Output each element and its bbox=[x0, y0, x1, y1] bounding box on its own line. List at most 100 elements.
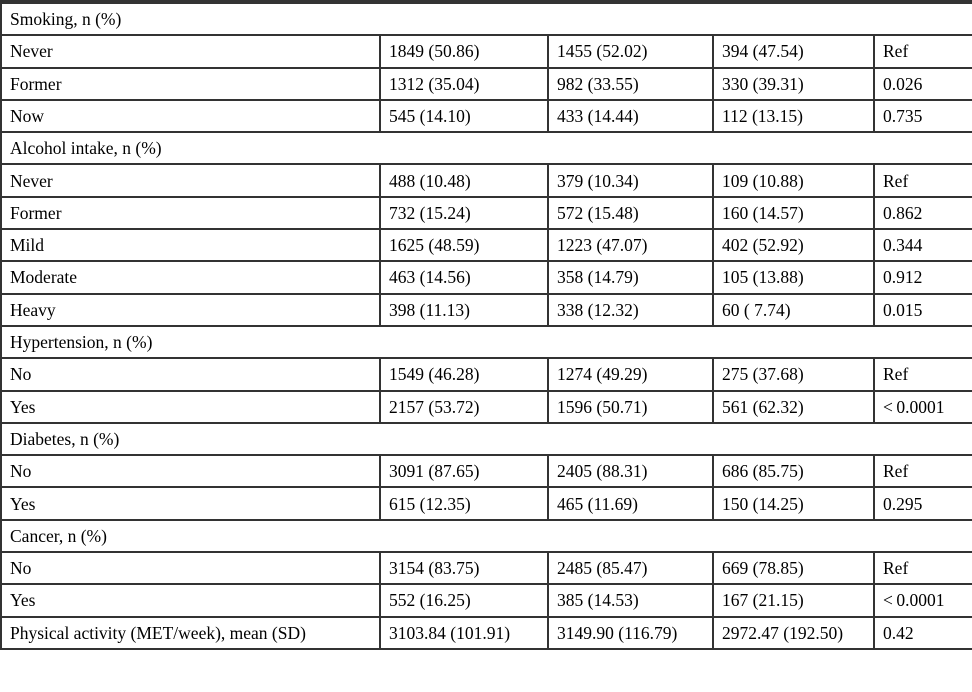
table-row: Now 545 (14.10) 433 (14.44) 112 (13.15) 0.73… bbox=[0, 98, 972, 134]
section-label: Diabetes, n (%) bbox=[0, 421, 972, 457]
row-label: Never bbox=[0, 163, 381, 198]
table-row: Mild 1625 (48.59) 1223 (47.07) 402 (52.92) 0… bbox=[0, 228, 972, 263]
row-label: Physical activity (MET/week), mean (SD) bbox=[0, 615, 381, 650]
section-row: Alcohol intake, n (%) bbox=[0, 131, 972, 166]
value-cell: 488 (10.48) bbox=[379, 163, 549, 198]
row-label: Heavy bbox=[0, 292, 381, 327]
characteristics-table: Smoking, n (%) Never 1849 (50.86) 1455 (52.… bbox=[0, 0, 972, 650]
row-label: Yes bbox=[0, 486, 381, 521]
p-value-cell: 0.026 bbox=[873, 66, 972, 101]
value-cell: 3149.90 (116.79) bbox=[547, 615, 714, 650]
table-row: Heavy 398 (11.13) 338 (12.32) 60 ( 7.74) 0.0… bbox=[0, 292, 972, 327]
p-value-cell: 0.912 bbox=[873, 260, 972, 295]
value-cell: 1625 (48.59) bbox=[379, 228, 549, 263]
row-label: Yes bbox=[0, 583, 381, 618]
value-cell: 3154 (83.75) bbox=[379, 551, 549, 586]
section-row: Diabetes, n (%) bbox=[0, 421, 972, 457]
p-value-cell: 0.295 bbox=[873, 486, 972, 521]
p-value-cell: 0.344 bbox=[873, 228, 972, 263]
value-cell: 167 (21.15) bbox=[712, 583, 875, 618]
cropped-cell bbox=[547, 0, 714, 4]
value-cell: 433 (14.44) bbox=[547, 98, 714, 134]
table-body: Smoking, n (%) Never 1849 (50.86) 1455 (52.… bbox=[0, 0, 972, 650]
table-row: Former 1312 (35.04) 982 (33.55) 330 (39.31)… bbox=[0, 66, 972, 101]
table-row: No 1549 (46.28) 1274 (49.29) 275 (37.68) Ref bbox=[0, 357, 972, 392]
value-cell: 1549 (46.28) bbox=[379, 357, 549, 392]
p-value-cell: 0.735 bbox=[873, 98, 972, 134]
section-row: Cancer, n (%) bbox=[0, 518, 972, 554]
value-cell: 572 (15.48) bbox=[547, 195, 714, 231]
value-cell: 394 (47.54) bbox=[712, 34, 875, 69]
cropped-cell bbox=[712, 0, 875, 4]
value-cell: 686 (85.75) bbox=[712, 454, 875, 489]
p-value-cell: < 0.0001 bbox=[873, 583, 972, 618]
value-cell: 3103.84 (101.91) bbox=[379, 615, 549, 650]
section-label: Smoking, n (%) bbox=[0, 1, 972, 37]
value-cell: 2485 (85.47) bbox=[547, 551, 714, 586]
section-label: Cancer, n (%) bbox=[0, 518, 972, 554]
value-cell: 1312 (35.04) bbox=[379, 66, 549, 101]
value-cell: 109 (10.88) bbox=[712, 163, 875, 198]
table-row: Moderate 463 (14.56) 358 (14.79) 105 (13.88… bbox=[0, 260, 972, 295]
value-cell: 385 (14.53) bbox=[547, 583, 714, 618]
row-label: Moderate bbox=[0, 260, 381, 295]
row-label: Never bbox=[0, 34, 381, 69]
table-row: Never 1849 (50.86) 1455 (52.02) 394 (47.54)… bbox=[0, 34, 972, 69]
value-cell: 402 (52.92) bbox=[712, 228, 875, 263]
section-row: Hypertension, n (%) bbox=[0, 324, 972, 360]
value-cell: 275 (37.68) bbox=[712, 357, 875, 392]
value-cell: 3091 (87.65) bbox=[379, 454, 549, 489]
value-cell: 2972.47 (192.50) bbox=[712, 615, 875, 650]
cropped-row-top bbox=[0, 0, 972, 4]
value-cell: 398 (11.13) bbox=[379, 292, 549, 327]
value-cell: 105 (13.88) bbox=[712, 260, 875, 295]
row-label: Former bbox=[0, 66, 381, 101]
value-cell: 1223 (47.07) bbox=[547, 228, 714, 263]
value-cell: 545 (14.10) bbox=[379, 98, 549, 134]
value-cell: 160 (14.57) bbox=[712, 195, 875, 231]
section-label: Hypertension, n (%) bbox=[0, 324, 972, 360]
table-row: No 3091 (87.65) 2405 (88.31) 686 (85.75) Ref bbox=[0, 454, 972, 489]
row-label: No bbox=[0, 357, 381, 392]
row-label: Former bbox=[0, 195, 381, 231]
p-value-cell: Ref bbox=[873, 34, 972, 69]
p-value-cell: < 0.0001 bbox=[873, 389, 972, 424]
value-cell: 561 (62.32) bbox=[712, 389, 875, 424]
section-row: Smoking, n (%) bbox=[0, 1, 972, 37]
table-row: Yes 552 (16.25) 385 (14.53) 167 (21.15) < 0.… bbox=[0, 583, 972, 618]
row-label: No bbox=[0, 551, 381, 586]
cropped-cell bbox=[0, 0, 381, 4]
value-cell: 358 (14.79) bbox=[547, 260, 714, 295]
value-cell: 982 (33.55) bbox=[547, 66, 714, 101]
value-cell: 2405 (88.31) bbox=[547, 454, 714, 489]
value-cell: 112 (13.15) bbox=[712, 98, 875, 134]
value-cell: 1596 (50.71) bbox=[547, 389, 714, 424]
value-cell: 2157 (53.72) bbox=[379, 389, 549, 424]
value-cell: 338 (12.32) bbox=[547, 292, 714, 327]
row-label: Mild bbox=[0, 228, 381, 263]
value-cell: 1274 (49.29) bbox=[547, 357, 714, 392]
value-cell: 60 ( 7.74) bbox=[712, 292, 875, 327]
value-cell: 379 (10.34) bbox=[547, 163, 714, 198]
value-cell: 669 (78.85) bbox=[712, 551, 875, 586]
value-cell: 615 (12.35) bbox=[379, 486, 549, 521]
table-row: No 3154 (83.75) 2485 (85.47) 669 (78.85) Ref bbox=[0, 551, 972, 586]
table-row: Yes 2157 (53.72) 1596 (50.71) 561 (62.32) < … bbox=[0, 389, 972, 424]
value-cell: 150 (14.25) bbox=[712, 486, 875, 521]
row-label: Yes bbox=[0, 389, 381, 424]
p-value-cell: 0.42 bbox=[873, 615, 972, 650]
p-value-cell: Ref bbox=[873, 454, 972, 489]
p-value-cell: 0.015 bbox=[873, 292, 972, 327]
p-value-cell: Ref bbox=[873, 357, 972, 392]
row-label: No bbox=[0, 454, 381, 489]
cropped-cell bbox=[379, 0, 549, 4]
value-cell: 465 (11.69) bbox=[547, 486, 714, 521]
table-row: Physical activity (MET/week), mean (SD) 3… bbox=[0, 615, 972, 650]
value-cell: 552 (16.25) bbox=[379, 583, 549, 618]
value-cell: 463 (14.56) bbox=[379, 260, 549, 295]
section-label: Alcohol intake, n (%) bbox=[0, 131, 972, 166]
p-value-cell: Ref bbox=[873, 163, 972, 198]
value-cell: 1455 (52.02) bbox=[547, 34, 714, 69]
table-row: Yes 615 (12.35) 465 (11.69) 150 (14.25) 0.29… bbox=[0, 486, 972, 521]
value-cell: 732 (15.24) bbox=[379, 195, 549, 231]
